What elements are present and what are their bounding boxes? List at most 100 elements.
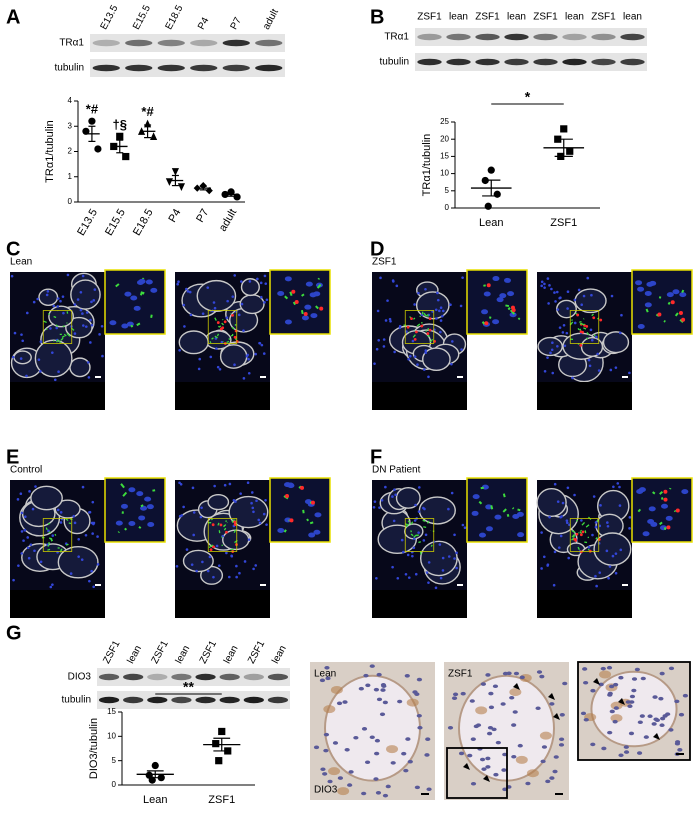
lane-label: ZSF1 [198, 639, 219, 666]
nestin-signal [595, 537, 598, 540]
blot-band [533, 33, 558, 41]
nucleus [31, 507, 35, 511]
nucleus [407, 357, 410, 361]
nucleus [393, 488, 396, 491]
brown-stain [330, 685, 343, 694]
nucleus [519, 675, 525, 680]
nucleus [213, 306, 217, 310]
y-tick-label: 15 [107, 707, 116, 716]
nucleus [479, 757, 486, 762]
nucleus [491, 727, 497, 732]
nucleus [427, 581, 430, 584]
tr-signal [574, 539, 578, 542]
blot-strip [90, 34, 285, 52]
stain-label: TRβ1 [558, 593, 583, 604]
y-tick-label: 10 [440, 169, 449, 178]
inset-nucleus [277, 291, 285, 297]
x-tick-label: adult [217, 207, 239, 234]
nucleus [361, 791, 367, 796]
nucleus [325, 676, 331, 681]
nucleus [49, 585, 53, 589]
y-axis-label: DIO3/tubulin [88, 718, 100, 779]
nucleus [259, 281, 263, 285]
nucleus [358, 686, 364, 691]
blot-band [125, 64, 153, 72]
nucleus [453, 533, 456, 537]
stain-label: DAPI [587, 397, 610, 408]
data-point [116, 132, 124, 140]
tr-signal [231, 313, 234, 317]
inset-nestin [283, 529, 287, 533]
nucleus [405, 737, 411, 741]
nucleus [258, 341, 262, 345]
nucleus [565, 519, 569, 522]
nucleus [369, 664, 375, 668]
nucleus [536, 670, 543, 674]
inset-nestin [289, 291, 293, 296]
data-point [218, 727, 226, 736]
nucleus [246, 481, 250, 485]
nucleus [59, 521, 63, 524]
tr-signal [223, 320, 227, 324]
nucleus [407, 759, 413, 764]
nestin-signal [419, 551, 422, 555]
nucleus [629, 694, 636, 699]
nucleus [595, 584, 598, 588]
inset-nestin [483, 284, 486, 287]
tubule [196, 279, 237, 313]
inset-nestin [130, 324, 134, 328]
nucleus [439, 319, 443, 322]
tr-signal [579, 343, 583, 347]
lane-label: ZSF1 [246, 639, 267, 666]
inset-nestin [663, 527, 667, 530]
brown-stain [337, 787, 350, 796]
nucleus [502, 752, 508, 757]
nucleus [439, 330, 442, 334]
nucleus [247, 357, 250, 361]
nestin-signal [223, 527, 227, 531]
arrowhead [618, 698, 625, 705]
blot-strip [415, 53, 647, 71]
inset-nestin [292, 301, 297, 306]
brown-stain [328, 767, 341, 776]
zoom-region [42, 518, 73, 552]
nucleus [439, 306, 443, 310]
lane-label: ZSF1 [101, 639, 122, 666]
inset-nestin [502, 508, 507, 513]
y-tick-label: 5 [445, 186, 450, 195]
nucleus [601, 746, 607, 751]
nucleus [240, 280, 243, 283]
nucleus [392, 519, 396, 523]
nucleus [565, 331, 569, 335]
tubule [419, 540, 458, 577]
nestin-signal [423, 526, 427, 528]
nucleus [228, 575, 231, 579]
nucleus [90, 300, 93, 304]
lane-label: lean [174, 644, 193, 666]
nucleus [486, 731, 493, 736]
annotation: *# [86, 102, 99, 117]
data-point [227, 188, 235, 196]
label-box [537, 382, 632, 410]
nucleus [492, 684, 499, 689]
nucleus [185, 287, 188, 291]
nucleus [215, 347, 218, 350]
nestin-signal [231, 326, 235, 330]
y-tick-label: 0 [68, 197, 73, 206]
nucleus [485, 756, 491, 761]
nucleus [416, 713, 422, 718]
nucleus [591, 533, 594, 537]
stain-label: TRα1 [393, 385, 418, 396]
inset-nestin [659, 521, 663, 526]
zoom-region [569, 310, 600, 344]
nucleus [427, 561, 431, 564]
nucleus [417, 531, 420, 534]
nucleus [461, 276, 464, 279]
stain-label: nestin [225, 593, 252, 604]
nestin-signal [45, 527, 48, 531]
inset-nucleus [492, 276, 500, 282]
nucleus [91, 500, 95, 504]
x-tick-label: ZSF1 [208, 794, 235, 806]
nucleus [598, 682, 604, 687]
nucleus [22, 539, 25, 542]
